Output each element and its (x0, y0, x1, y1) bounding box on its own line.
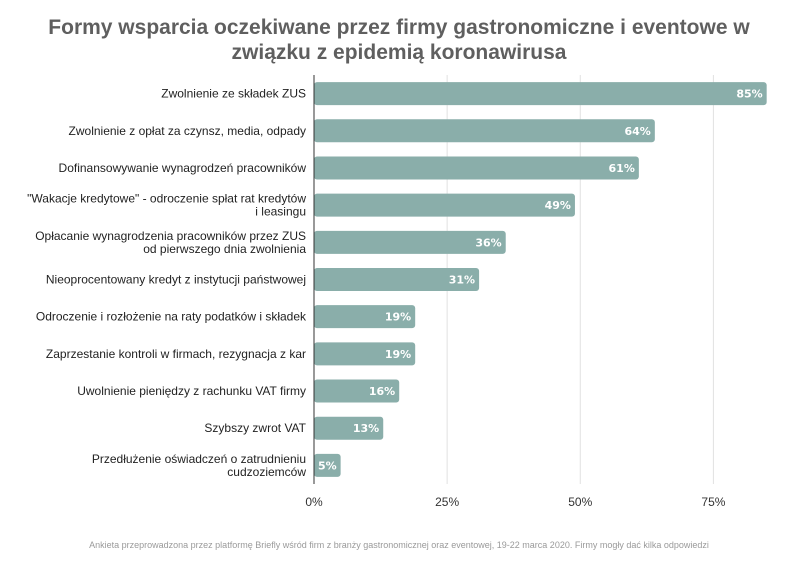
data-label: 61% (609, 162, 635, 175)
bar (314, 342, 416, 366)
category-label: Opłacanie wynagrodzenia pracowników prze… (35, 229, 306, 243)
bar (314, 193, 575, 217)
chart-title: Formy wsparcia oczekiwane przez firmy ga… (48, 16, 750, 64)
bar (314, 305, 416, 329)
category-label: Zwolnienie ze składek ZUS (161, 87, 306, 101)
category-label: Odroczenie i rozłożenie na raty podatków… (36, 310, 307, 324)
category-label: i leasingu (255, 205, 306, 219)
data-label: 36% (475, 236, 501, 249)
data-label: 31% (449, 274, 475, 287)
category-label: Zwolnienie z opłat za czynsz, media, odp… (69, 124, 306, 138)
data-label: 16% (369, 385, 395, 398)
chart-footnote: Ankieta przeprowadzona przez platformę B… (89, 540, 709, 550)
data-label: 19% (385, 311, 411, 324)
category-label: Przedłużenie oświadczeń o zatrudnieniu (92, 452, 306, 466)
axes: 0% 25% 50% 75% Zwolnienie ze składek ZUS Zwol… (27, 75, 726, 509)
category-label: "Wakacje kredytowe" - odroczenie spłat r… (27, 192, 306, 206)
x-tick-label: 25% (435, 495, 459, 509)
bar (314, 156, 639, 180)
category-label: Zaprzestanie kontroli w firmach, rezygna… (46, 347, 306, 361)
bars: 85% 64% 61% 49% 36% 31% 19% 19% 16% 13% 5% (314, 82, 767, 477)
category-label: od pierwszego dnia zwolnienia (143, 242, 306, 256)
bar (314, 119, 655, 143)
x-tick-label: 50% (568, 495, 592, 509)
data-label: 19% (385, 348, 411, 361)
bar (314, 82, 767, 106)
x-tick-label: 75% (701, 495, 725, 509)
category-label: Uwolnienie pieniędzy z rachunku VAT firm… (77, 384, 306, 398)
category-label: Nieoprocentowany kredyt z instytucji pań… (46, 273, 306, 287)
category-label: Dofinansowywanie wynagrodzeń pracowników (59, 161, 307, 175)
category-label: cudzoziemców (227, 465, 306, 479)
bar (314, 453, 341, 477)
x-tick-label: 0% (305, 495, 323, 509)
data-label: 5% (318, 459, 337, 472)
data-label: 64% (624, 125, 650, 138)
bar (314, 230, 506, 254)
data-label: 13% (353, 422, 379, 435)
bar (314, 268, 480, 291)
category-label: Szybszy zwrot VAT (204, 421, 306, 435)
data-label: 49% (545, 199, 571, 212)
bar (314, 416, 384, 440)
bar (314, 379, 400, 403)
data-label: 85% (736, 88, 762, 101)
